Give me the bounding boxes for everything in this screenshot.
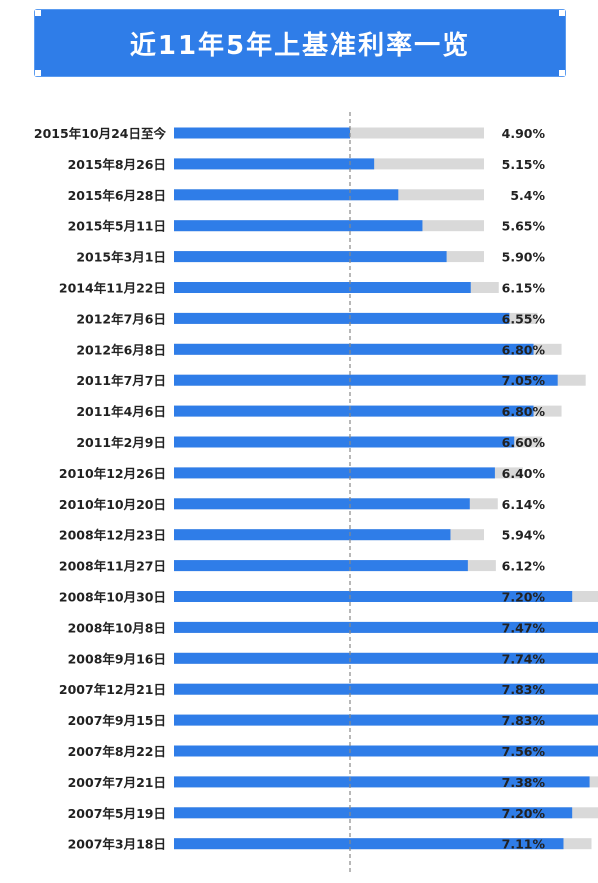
bar xyxy=(174,467,495,479)
banner-corner-notch xyxy=(35,10,41,16)
bar-rows: 2015年10月24日至今 4.90% 2015年8月26日 5.15% 2015年6月… xyxy=(34,126,598,852)
bar xyxy=(174,683,598,695)
bar xyxy=(174,621,598,633)
category-label: 2010年12月26日 xyxy=(59,466,166,481)
banner-corner-notch xyxy=(559,10,565,16)
category-label: 2008年11月27日 xyxy=(59,559,166,574)
value-label: 5.94% xyxy=(502,528,546,543)
value-label: 5.90% xyxy=(502,250,546,265)
bar xyxy=(174,312,510,324)
category-label: 2014年11月22日 xyxy=(59,281,166,296)
bar xyxy=(174,220,423,232)
title-banner: 近11年5年上基准利率一览 xyxy=(35,10,565,76)
value-label: 6.80% xyxy=(502,342,546,357)
bar xyxy=(174,343,534,355)
value-label: 6.40% xyxy=(502,466,546,481)
bar xyxy=(174,127,350,139)
value-label: 7.38% xyxy=(502,775,546,790)
bar xyxy=(174,776,590,788)
bar xyxy=(174,436,515,448)
bar xyxy=(174,374,558,386)
category-label: 2011年2月9日 xyxy=(76,435,166,450)
value-label: 6.12% xyxy=(502,559,546,574)
value-label: 7.83% xyxy=(502,713,546,728)
value-label: 7.11% xyxy=(502,837,546,852)
bar xyxy=(174,282,471,293)
category-label: 2007年9月15日 xyxy=(68,713,166,728)
bar xyxy=(174,189,399,201)
value-label: 7.20% xyxy=(502,590,546,605)
category-label: 2008年10月30日 xyxy=(59,590,166,605)
category-label: 2015年5月11日 xyxy=(68,219,166,234)
bar xyxy=(174,529,451,541)
category-label: 2007年5月19日 xyxy=(68,806,166,821)
banner-corner-notch xyxy=(559,70,565,76)
category-label: 2007年8月22日 xyxy=(68,744,166,759)
value-label: 7.47% xyxy=(502,620,546,635)
category-label: 2008年10月8日 xyxy=(68,620,166,635)
value-label: 6.60% xyxy=(502,435,546,450)
bar xyxy=(174,251,447,263)
category-label: 2010年10月20日 xyxy=(59,497,166,512)
bar xyxy=(174,405,534,417)
value-label: 6.80% xyxy=(502,404,546,419)
category-label: 2012年6月8日 xyxy=(76,342,166,357)
category-label: 2007年12月21日 xyxy=(59,682,166,697)
category-label: 2011年7月7日 xyxy=(76,373,166,388)
value-label: 7.05% xyxy=(502,373,546,388)
value-label: 5.4% xyxy=(510,188,545,203)
value-label: 5.15% xyxy=(502,157,546,172)
category-label: 2007年7月21日 xyxy=(68,775,166,790)
bar xyxy=(174,714,598,726)
bar xyxy=(174,807,573,819)
category-label: 2008年9月16日 xyxy=(68,651,166,666)
chart-title: 近11年5年上基准利率一览 xyxy=(129,30,471,61)
bar xyxy=(174,560,468,572)
category-label: 2007年3月18日 xyxy=(68,837,166,852)
banner-corner-notch xyxy=(35,70,41,76)
category-label: 2008年12月23日 xyxy=(59,528,166,543)
category-label: 2015年3月1日 xyxy=(76,250,166,265)
bar xyxy=(174,498,470,510)
category-label: 2015年10月24日至今 xyxy=(34,126,167,141)
value-label: 6.15% xyxy=(502,281,546,296)
bar xyxy=(174,745,598,757)
bar xyxy=(174,838,564,850)
value-label: 6.55% xyxy=(502,311,546,326)
value-label: 7.56% xyxy=(502,744,546,759)
category-label: 2015年8月26日 xyxy=(68,157,166,172)
value-label: 7.20% xyxy=(502,806,546,821)
value-label: 5.65% xyxy=(502,219,546,234)
value-label: 7.74% xyxy=(502,651,546,666)
category-label: 2015年6月28日 xyxy=(68,188,166,203)
bar xyxy=(174,652,598,664)
value-label: 4.90% xyxy=(502,126,546,141)
value-label: 7.83% xyxy=(502,682,546,697)
category-label: 2011年4月6日 xyxy=(76,404,166,419)
bar xyxy=(174,158,375,170)
bar xyxy=(174,591,573,602)
category-label: 2012年7月6日 xyxy=(76,311,166,326)
value-label: 6.14% xyxy=(502,497,546,512)
